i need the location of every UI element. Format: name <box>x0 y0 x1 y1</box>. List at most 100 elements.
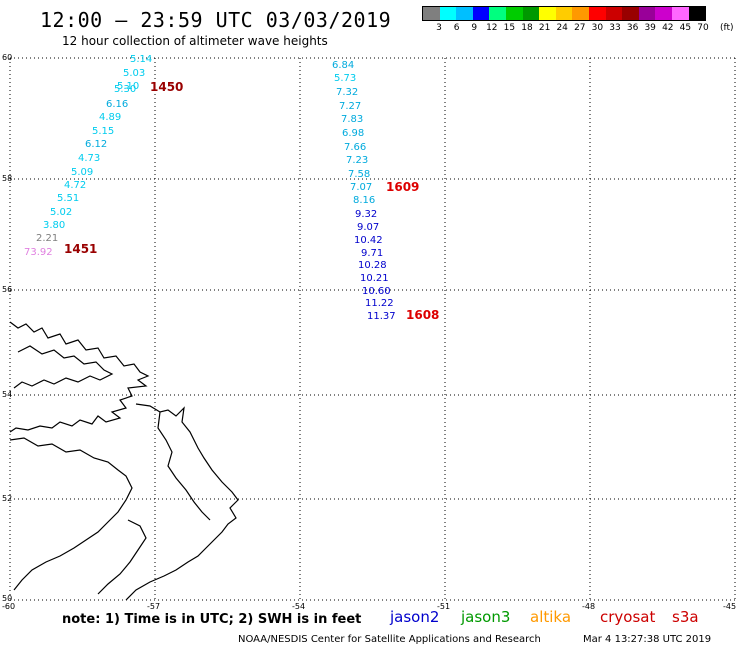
color-swatch <box>655 7 672 20</box>
coastline-labrador <box>9 321 239 601</box>
color-scale-swatches <box>422 6 707 21</box>
wave-height-label: 7.27 <box>339 101 361 112</box>
map-subtitle: 12 hour collection of altimeter wave hei… <box>62 34 328 48</box>
coastline-north <box>9 321 150 433</box>
wave-height-label: 6.12 <box>85 139 107 150</box>
color-scale-label: 24 <box>556 23 568 33</box>
color-scale-label: 15 <box>503 23 516 33</box>
color-scale-label: 6 <box>453 23 460 33</box>
wave-height-label: 5.73 <box>334 73 356 84</box>
color-scale-label: 42 <box>662 23 674 33</box>
color-swatch <box>505 7 523 20</box>
wave-height-label: 73.92 <box>24 247 53 258</box>
color-swatch <box>472 7 490 20</box>
lon-label-60: -60 <box>2 602 15 611</box>
color-swatch <box>456 7 473 20</box>
pass-time-1608: 1608 <box>406 308 439 322</box>
lat-label-54: 54 <box>2 390 12 399</box>
color-swatch <box>671 7 689 20</box>
wave-height-label: 8.16 <box>353 195 375 206</box>
wave-height-label: 5.02 <box>50 207 72 218</box>
color-swatch <box>439 7 457 20</box>
wave-height-label: 10.60 <box>362 286 391 297</box>
satellite-label-altika: altika <box>530 608 572 626</box>
map-title: 12:00 – 23:59 UTC 03/03/2019 <box>40 8 392 32</box>
wave-height-label: 6.16 <box>106 99 128 110</box>
wave-height-label: 10.28 <box>358 260 387 271</box>
wave-height-label: 5.03 <box>123 68 145 79</box>
credit-text: NOAA/NESDIS Center for Satellite Applica… <box>238 634 541 645</box>
wave-height-label: 10.21 <box>360 273 389 284</box>
wave-height-label: 4.72 <box>64 180 86 191</box>
lon-label-51: -51 <box>437 602 450 611</box>
color-scale-label: 36 <box>626 23 639 33</box>
lat-label-58: 58 <box>2 174 12 183</box>
wave-height-label: 7.58 <box>348 169 370 180</box>
color-scale-unit: (ft) <box>720 23 734 33</box>
wave-height-label: 5.15 <box>92 126 114 137</box>
wave-height-label: 2.21 <box>36 233 58 244</box>
color-swatch <box>423 7 440 20</box>
color-swatch <box>622 7 639 20</box>
wave-height-label: 11.37 <box>367 311 396 322</box>
graticule <box>9 57 736 601</box>
color-scale-label: 3 <box>436 23 442 33</box>
wave-height-label: 5.51 <box>57 193 79 204</box>
lon-label-48: -48 <box>582 602 595 611</box>
color-scale-label: 70 <box>697 23 709 33</box>
satellite-label-cryosat: cryosat <box>600 608 656 626</box>
wave-height-label: 7.07 <box>350 182 372 193</box>
color-scale-label: 39 <box>644 23 656 33</box>
wave-height-label: 5.14 <box>130 54 152 65</box>
wave-height-label: 7.23 <box>346 155 368 166</box>
wave-height-label: 7.66 <box>344 142 366 153</box>
color-scale-labels: 3 6 9 12 15 18 21 24 27 30 33 36 39 42 45 70 <box>422 21 709 35</box>
wave-height-label: 5.30 <box>114 84 136 95</box>
coastline-east <box>125 403 239 601</box>
wave-height-label: 3.80 <box>43 220 65 231</box>
wave-height-label: 7.32 <box>336 87 358 98</box>
coastline-interior <box>9 437 133 591</box>
color-scale-label: 30 <box>591 23 604 33</box>
pass-time-1450: 1450 <box>150 80 183 94</box>
lon-label-57: -57 <box>147 602 160 611</box>
generated-timestamp: Mar 4 13:27:38 UTC 2019 <box>583 634 712 645</box>
wave-height-label: 4.89 <box>99 112 121 123</box>
color-swatch <box>638 7 656 20</box>
coastline-bay <box>157 411 211 521</box>
wave-height-label: 4.73 <box>78 153 100 164</box>
coastline-inlet <box>13 345 114 389</box>
color-scale-label: 12 <box>486 23 498 33</box>
color-swatch <box>605 7 623 20</box>
wave-height-label: 5.09 <box>71 167 93 178</box>
satellite-label-jason3: jason3 <box>461 608 511 626</box>
lat-label-56: 56 <box>2 285 12 294</box>
wave-height-label: 10.42 <box>354 235 383 246</box>
color-swatch <box>688 7 706 20</box>
color-swatch <box>588 7 606 20</box>
color-swatch <box>522 7 540 20</box>
wave-height-label: 6.98 <box>342 128 364 139</box>
wave-height-label: 9.07 <box>357 222 379 233</box>
lat-label-52: 52 <box>2 494 12 503</box>
color-swatch <box>555 7 573 20</box>
wave-height-label: 6.84 <box>332 60 354 71</box>
color-scale-label: 9 <box>471 23 478 33</box>
satellite-label-s3a: s3a <box>672 608 699 626</box>
color-scale-label: 21 <box>538 23 551 33</box>
color-swatch <box>489 7 506 20</box>
color-swatch <box>572 7 589 20</box>
track-east: 6.84 5.73 7.32 7.27 7.83 6.98 7.66 7.23 7.58 7.07… <box>332 60 396 322</box>
color-swatch <box>539 7 556 20</box>
pass-time-1609: 1609 <box>386 180 419 194</box>
color-scale-legend: 3 6 9 12 15 18 21 24 27 30 33 36 39 42 45 70 (ft) <box>422 6 734 35</box>
wave-height-label: 5.10 <box>117 81 139 92</box>
color-scale-label: 45 <box>679 23 692 33</box>
track-west: 5.14 5.03 5.105.30 6.16 4.89 5.15 6.12 4.73 5.09… <box>24 54 152 258</box>
lat-label-60: 60 <box>2 53 12 62</box>
color-scale-label: 18 <box>521 23 533 33</box>
lon-label-45: -45 <box>723 602 736 611</box>
wave-height-label: 11.22 <box>365 298 394 309</box>
wave-height-label: 9.32 <box>355 209 377 220</box>
